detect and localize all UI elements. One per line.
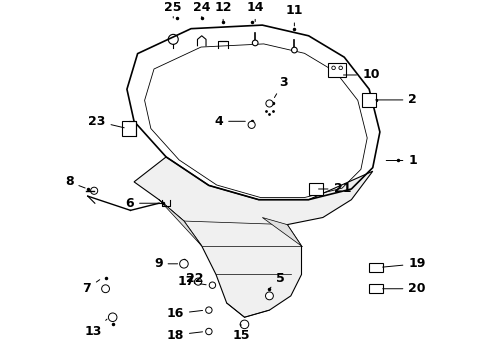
Circle shape <box>194 278 202 285</box>
Text: 17: 17 <box>177 275 206 288</box>
Text: 14: 14 <box>246 1 264 22</box>
Circle shape <box>247 121 255 129</box>
Bar <box>368 263 383 272</box>
Text: 2: 2 <box>375 94 416 107</box>
Text: 22: 22 <box>185 271 203 284</box>
Circle shape <box>179 260 188 268</box>
Text: 18: 18 <box>166 329 202 342</box>
Text: 1: 1 <box>386 154 416 167</box>
Text: 24: 24 <box>193 1 210 18</box>
Text: 6: 6 <box>125 197 160 210</box>
Circle shape <box>205 307 212 313</box>
Text: 16: 16 <box>166 307 202 320</box>
Text: 11: 11 <box>285 4 303 26</box>
Text: 5: 5 <box>269 271 284 289</box>
Text: 21: 21 <box>318 183 350 195</box>
Text: 9: 9 <box>154 257 177 270</box>
Bar <box>327 63 346 77</box>
Text: 23: 23 <box>88 115 124 128</box>
Text: 15: 15 <box>232 324 249 342</box>
Circle shape <box>209 282 215 288</box>
Circle shape <box>240 320 248 329</box>
Polygon shape <box>159 200 202 246</box>
Circle shape <box>102 285 109 293</box>
Text: 7: 7 <box>82 280 100 295</box>
Text: 20: 20 <box>382 282 425 295</box>
Circle shape <box>252 40 258 46</box>
Text: 25: 25 <box>164 1 182 18</box>
Text: 10: 10 <box>343 68 379 81</box>
Text: 12: 12 <box>214 1 231 22</box>
Polygon shape <box>134 157 372 317</box>
Circle shape <box>265 100 272 107</box>
Text: 13: 13 <box>84 319 107 338</box>
Text: 3: 3 <box>274 76 287 98</box>
Circle shape <box>291 47 297 53</box>
Polygon shape <box>262 217 301 246</box>
Text: 8: 8 <box>65 175 85 188</box>
Circle shape <box>265 292 273 300</box>
Circle shape <box>205 328 212 335</box>
Circle shape <box>108 313 117 321</box>
Bar <box>368 284 383 293</box>
Bar <box>308 183 322 195</box>
Bar <box>122 121 136 136</box>
Bar <box>361 93 376 107</box>
Text: 19: 19 <box>382 257 425 270</box>
Text: 4: 4 <box>214 115 245 128</box>
